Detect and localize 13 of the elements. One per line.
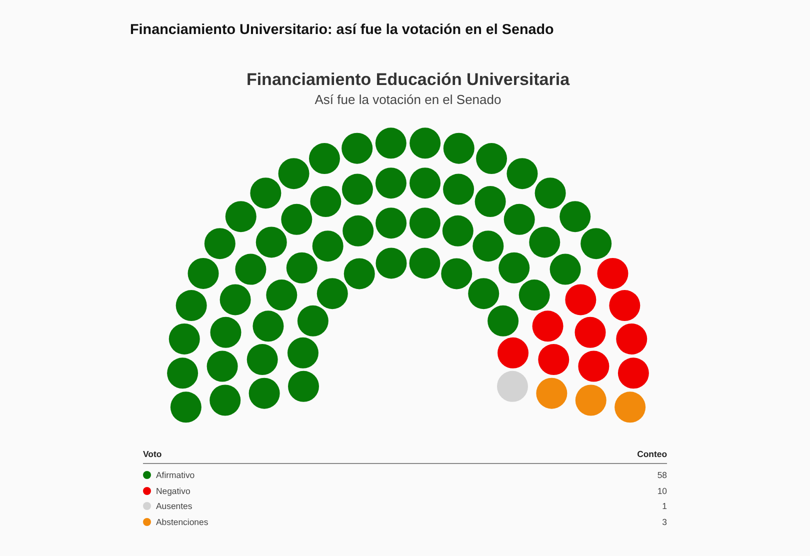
legend-title: Voto: [143, 449, 162, 459]
text: Conteo: [637, 449, 667, 459]
data-label: 10: [657, 486, 667, 496]
text: Así fue la votación en el Senado: [314, 92, 502, 107]
category-label: Afirmativo: [156, 470, 195, 480]
data-label: 1: [662, 501, 667, 512]
category-label: Negativo: [156, 486, 190, 496]
data-label: 3: [662, 516, 667, 527]
category-label: Abstenciones: [156, 516, 208, 527]
text: Financiamiento Educación Universitaria: [245, 70, 571, 90]
category-label: Ausentes: [156, 501, 192, 512]
text: Financiamiento Universitario: así fue la votación en el Senado: [130, 22, 554, 38]
data-label: 58: [657, 470, 667, 480]
